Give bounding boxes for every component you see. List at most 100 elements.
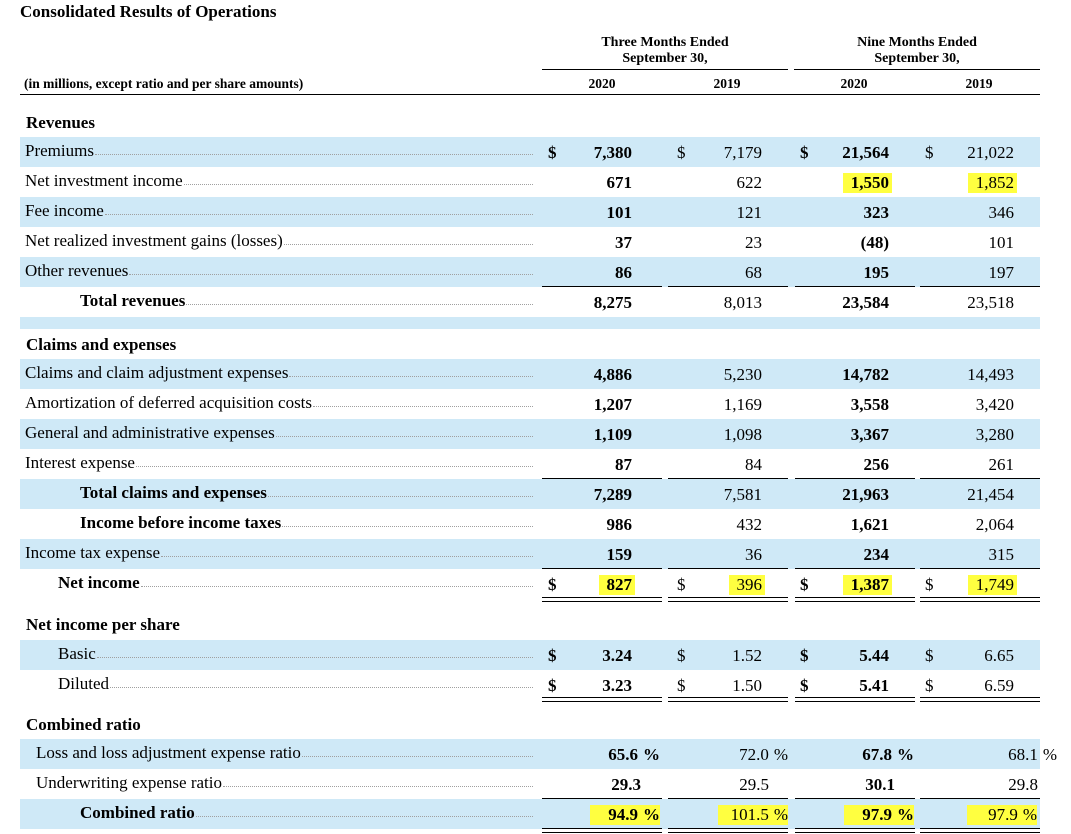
cell-value: 36: [745, 545, 762, 564]
cell-value: 195: [863, 263, 890, 282]
currency-symbol: $: [548, 143, 557, 162]
leader-dots: [289, 376, 533, 377]
cell-value: 5,230: [723, 365, 762, 384]
double-rule: [795, 828, 915, 833]
cell-value: 1.52: [732, 646, 762, 665]
currency-symbol: $: [677, 646, 686, 665]
table-row: Diluted $3.23 $1.50 $5.41 $6.59: [20, 670, 1040, 700]
cell-value: 159: [606, 545, 633, 564]
table-row: Net investment income 671 622 1,550 1,852: [20, 167, 1040, 197]
cell-value: 827: [598, 575, 635, 595]
row-label: Net realized investment gains (losses): [25, 231, 283, 250]
ratio-value: 101.5%: [718, 805, 788, 825]
ratio-value: 29.5: [718, 775, 788, 795]
total-rule: [668, 798, 788, 799]
total-rule: [795, 478, 915, 479]
total-rule: [920, 286, 1040, 287]
cell-value: 6.59: [984, 676, 1014, 695]
leader-dots: [104, 214, 533, 215]
nine-months-header: Nine Months Ended September 30,: [807, 35, 1027, 67]
row-label: Total revenues: [80, 291, 186, 310]
cell-value: 101: [606, 203, 633, 222]
row-label: Combined ratio: [80, 803, 195, 822]
cell-value: 101: [988, 233, 1015, 252]
cell-value: 1,098: [723, 425, 762, 444]
leader-dots: [282, 526, 533, 527]
cell-value: 1,109: [593, 425, 632, 444]
double-rule: [920, 697, 1040, 702]
row-label: Total claims and expenses: [80, 483, 267, 502]
total-rule: [795, 798, 915, 799]
row-label: Fee income: [25, 201, 104, 220]
double-rule: [542, 597, 662, 602]
cell-value: 14,493: [967, 365, 1014, 384]
leader-dots: [301, 756, 533, 757]
cell-value: 315: [988, 545, 1015, 564]
cell-value: 1,621: [850, 515, 889, 534]
cell-value: 323: [863, 203, 890, 222]
leader-dots: [94, 154, 533, 155]
header-rule: [20, 94, 1040, 95]
currency-symbol: $: [677, 575, 686, 594]
total-rule: [668, 286, 788, 287]
table-row: Basic $3.24 $1.52 $5.44 $6.65: [20, 640, 1040, 670]
row-label: General and administrative expenses: [25, 423, 275, 442]
total-rule: [920, 568, 1040, 569]
cell-value: 197: [988, 263, 1015, 282]
leader-dots: [129, 274, 533, 275]
value-number: 94.9: [608, 805, 638, 824]
cell-value: 84: [745, 455, 762, 474]
table-row: Total revenues 8,275 8,013 23,584 23,518: [20, 287, 1040, 317]
year-heading: 2020: [588, 76, 616, 91]
cell-value: 261: [988, 455, 1015, 474]
cell-value: 7,581: [723, 485, 762, 504]
table-row: Combined ratio 94.9% 101.5% 97.9% 97.9%: [20, 799, 1040, 829]
cell-value: 21,963: [842, 485, 889, 504]
cell-value: 3.24: [602, 646, 632, 665]
leader-dots: [135, 466, 533, 467]
cell-value: 8,013: [723, 293, 762, 312]
total-rule: [920, 798, 1040, 799]
percent-symbol: %: [897, 745, 914, 764]
section-heading: Combined ratio: [26, 715, 141, 734]
table-row: Loss and loss adjustment expense ratio 65…: [20, 739, 1057, 769]
cell-value: 23: [745, 233, 762, 252]
value-number: 67.8: [862, 745, 892, 764]
cell-value: 256: [863, 455, 890, 474]
leader-dots: [195, 816, 533, 817]
cell-value: 2,064: [975, 515, 1014, 534]
year-heading: 2019: [965, 76, 993, 91]
total-rule: [795, 286, 915, 287]
cell-value: 1.50: [732, 676, 762, 695]
currency-symbol: $: [925, 676, 934, 695]
cell-value: 23,518: [967, 293, 1014, 312]
cell-value: 68: [745, 263, 762, 282]
leader-dots: [223, 786, 533, 787]
percent-symbol: %: [773, 805, 788, 824]
cell-value: 5.44: [859, 646, 889, 665]
total-rule: [795, 568, 915, 569]
cell-value: 1,749: [967, 575, 1017, 595]
row-label: Income tax expense: [25, 543, 160, 562]
double-rule: [795, 597, 915, 602]
percent-symbol: %: [1042, 745, 1057, 764]
double-rule: [668, 697, 788, 702]
cell-value: 3,367: [850, 425, 889, 444]
ratio-value: 29.8: [987, 775, 1057, 795]
currency-symbol: $: [548, 676, 557, 695]
cell-value: 3,420: [975, 395, 1014, 414]
cell-value: 7,179: [723, 143, 762, 162]
currency-symbol: $: [548, 575, 557, 594]
row-label: Interest expense: [25, 453, 135, 472]
cell-value: 671: [606, 173, 633, 192]
cell-value: 1,852: [967, 173, 1017, 193]
row-label: Claims and claim adjustment expenses: [25, 363, 289, 382]
cell-value: 86: [615, 263, 632, 282]
table-row: Interest expense 87 84 256 261: [20, 449, 1040, 479]
cell-value: 37: [615, 233, 632, 252]
ratio-value: 30.1: [844, 775, 914, 795]
currency-symbol: $: [800, 676, 809, 695]
row-label: Net investment income: [25, 171, 183, 190]
value-number: 97.9: [988, 805, 1018, 824]
currency-symbol: $: [925, 646, 934, 665]
